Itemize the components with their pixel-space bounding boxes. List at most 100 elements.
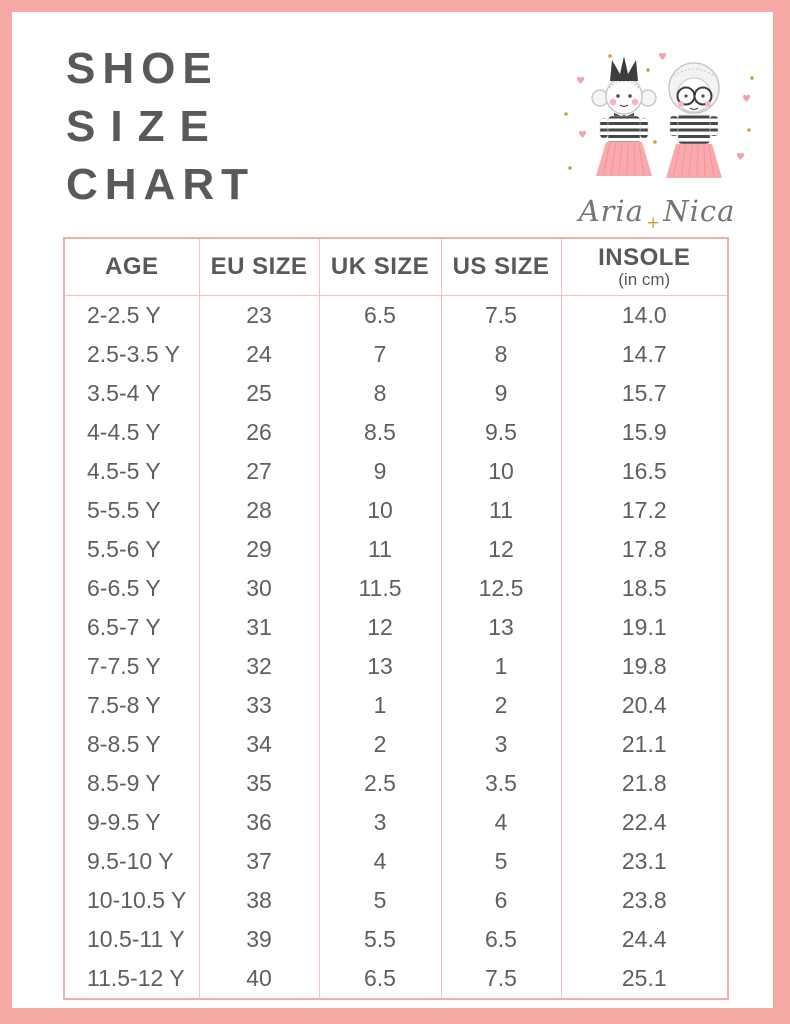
cell-eu-size: 38 [198,881,320,920]
cell-eu-size: 37 [198,842,320,881]
brand-name-first: Aria [578,194,644,228]
table-row: 6-6.5 Y 30 11.5 12.5 18.5 [63,569,729,608]
cell-eu-size: 25 [198,374,320,413]
cell-us-size: 8 [440,335,562,374]
sparkle-dot-icon [646,68,650,72]
cell-us-size: 2 [440,686,562,725]
table-row: 4-4.5 Y 26 8.5 9.5 15.9 [63,413,729,452]
table-row: 2.5-3.5 Y 24 7 8 14.7 [63,335,729,374]
cell-insole: 21.1 [560,725,729,764]
cell-eu-size: 31 [198,608,320,647]
table-row: 6.5-7 Y 31 12 13 19.1 [63,608,729,647]
brand-illustration: ♥ ♥ ♥ ♥ ♥ [564,52,754,178]
cell-insole: 19.1 [560,608,729,647]
cell-eu-size: 26 [198,413,320,452]
table-row: 8.5-9 Y 35 2.5 3.5 21.8 [63,764,729,803]
cell-age: 6.5-7 Y [63,608,200,647]
table-row: 9-9.5 Y 36 3 4 22.4 [63,803,729,842]
table-row: 2-2.5 Y 23 6.5 7.5 14.0 [63,295,729,335]
title-line-1: SHOE [66,44,219,93]
cell-uk-size: 13 [318,647,442,686]
cell-age: 4-4.5 Y [63,413,200,452]
cell-us-size: 3.5 [440,764,562,803]
cell-uk-size: 2 [318,725,442,764]
cell-age: 7-7.5 Y [63,647,200,686]
cell-insole: 15.9 [560,413,729,452]
cell-us-size: 3 [440,725,562,764]
girl-with-crown-icon [591,56,657,176]
cell-age: 9-9.5 Y [63,803,200,842]
sparkle-dot-icon [750,76,754,80]
cell-us-size: 9.5 [440,413,562,452]
table-row: 5-5.5 Y 28 10 11 17.2 [63,491,729,530]
cell-age: 9.5-10 Y [63,842,200,881]
cell-insole: 18.5 [560,569,729,608]
col-header-insole: INSOLE (in cm) [560,238,729,296]
cell-uk-size: 9 [318,452,442,491]
cell-age: 8.5-9 Y [63,764,200,803]
cell-insole: 19.8 [560,647,729,686]
cell-uk-size: 1 [318,686,442,725]
cell-us-size: 10 [440,452,562,491]
table-row: 9.5-10 Y 37 4 5 23.1 [63,842,729,881]
cell-us-size: 5 [440,842,562,881]
cell-us-size: 13 [440,608,562,647]
table-header: AGE EU SIZE UK SIZE US SIZE INSOLE (in c… [63,238,729,296]
cell-insole: 17.2 [560,491,729,530]
cell-uk-size: 6.5 [318,295,442,335]
cell-uk-size: 5 [318,881,442,920]
col-header-us-size: US SIZE [440,238,562,296]
cell-eu-size: 28 [198,491,320,530]
cell-insole: 23.1 [560,842,729,881]
cell-insole: 25.1 [560,959,729,999]
cell-eu-size: 29 [198,530,320,569]
plus-mark: + [645,213,662,233]
cell-us-size: 12.5 [440,569,562,608]
heart-icon: ♥ [576,76,585,87]
header-row: AGE EU SIZE UK SIZE US SIZE INSOLE (in c… [63,238,729,296]
cell-us-size: 7.5 [440,959,562,999]
cell-insole: 14.0 [560,295,729,335]
cell-eu-size: 35 [198,764,320,803]
brand-name-second: Nica [663,194,736,228]
cell-us-size: 12 [440,530,562,569]
table-row: 3.5-4 Y 25 8 9 15.7 [63,374,729,413]
cell-us-size: 7.5 [440,295,562,335]
table-row: 10.5-11 Y 39 5.5 6.5 24.4 [63,920,729,959]
cell-uk-size: 11 [318,530,442,569]
cell-age: 3.5-4 Y [63,374,200,413]
cell-uk-size: 2.5 [318,764,442,803]
cell-age: 4.5-5 Y [63,452,200,491]
cell-insole: 23.8 [560,881,729,920]
cell-uk-size: 12 [318,608,442,647]
sparkle-dot-icon [608,54,612,58]
cell-eu-size: 36 [198,803,320,842]
sparkle-dot-icon [568,166,572,170]
col-header-uk-size: UK SIZE [318,238,442,296]
cell-uk-size: 8 [318,374,442,413]
cell-age: 5.5-6 Y [63,530,200,569]
cell-age: 10-10.5 Y [63,881,200,920]
cell-uk-size: 10 [318,491,442,530]
shoe-size-table: AGE EU SIZE UK SIZE US SIZE INSOLE (in c… [63,237,729,1000]
cell-insole: 22.4 [560,803,729,842]
cell-insole: 15.7 [560,374,729,413]
sparkle-dots [564,54,754,170]
cell-eu-size: 33 [198,686,320,725]
cell-eu-size: 30 [198,569,320,608]
cell-us-size: 6 [440,881,562,920]
cell-uk-size: 3 [318,803,442,842]
cell-us-size: 11 [440,491,562,530]
page-title: SHOE SIZE CHART [66,40,255,214]
table-row: 11.5-12 Y 40 6.5 7.5 25.1 [63,959,729,999]
cell-age: 6-6.5 Y [63,569,200,608]
cell-eu-size: 24 [198,335,320,374]
cell-age: 2.5-3.5 Y [63,335,200,374]
cell-eu-size: 23 [198,295,320,335]
cell-uk-size: 4 [318,842,442,881]
col-header-eu-size: EU SIZE [198,238,320,296]
cell-insole: 16.5 [560,452,729,491]
cell-us-size: 9 [440,374,562,413]
table-row: 7.5-8 Y 33 1 2 20.4 [63,686,729,725]
